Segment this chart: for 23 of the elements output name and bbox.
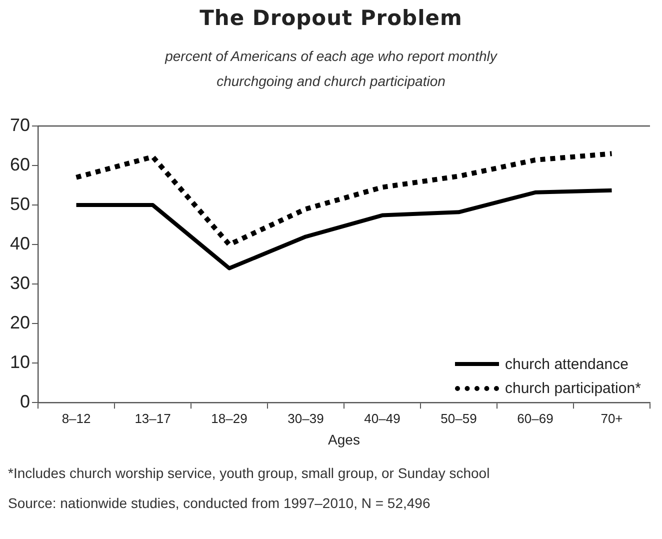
x-tick-label: 50–59 — [440, 410, 477, 426]
y-tick-label: 70 — [10, 114, 30, 135]
text: *Includes church worship service, youth group, small group, or Sunday school — [8, 464, 490, 483]
y-tick-label: 20 — [10, 312, 30, 333]
y-tick-label: 50 — [10, 194, 30, 214]
x-tick-label: 70+ — [600, 410, 623, 426]
y-tick-label: 30 — [10, 273, 30, 294]
y-tick-label: 10 — [10, 352, 30, 372]
x-tick-label: 30–39 — [288, 410, 324, 426]
x-tick-label: 18–29 — [211, 410, 248, 426]
y-tick-label: 40 — [10, 234, 30, 254]
x-tick-label: 40–49 — [364, 410, 400, 426]
y-tick-label: 0 — [20, 392, 30, 412]
legend-label: church attendance — [505, 356, 628, 372]
y-tick-label: 60 — [10, 154, 30, 174]
x-tick-label: 60–69 — [517, 410, 554, 426]
x-axis-title: Ages — [328, 431, 360, 448]
source-note: Source: nationwide studies, conducted from 1997–2010, N = 52,496 — [8, 494, 432, 513]
legend-label: church participation* — [505, 380, 641, 396]
chart-title: The Dropout Problem — [198, 6, 464, 30]
x-tick-label: 13–17 — [134, 410, 171, 426]
x-tick-label: 8–12 — [62, 410, 91, 426]
chart-subtitle: percent of Americans of each age who report monthly churchgoing and church participation — [164, 47, 498, 91]
